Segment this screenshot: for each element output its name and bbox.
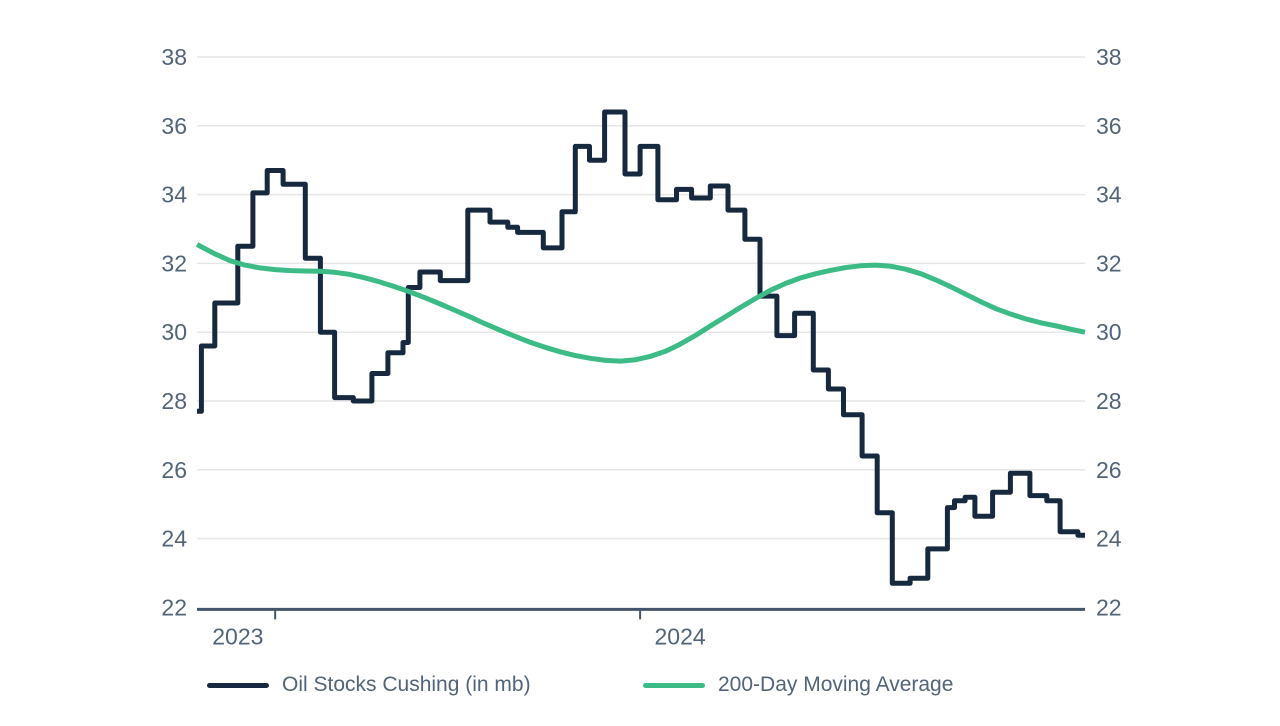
x-axis-tick-label: 2024 bbox=[654, 623, 705, 649]
legend-swatch-oil-stocks bbox=[207, 682, 269, 688]
y-axis-tick-label-left: 22 bbox=[161, 594, 187, 620]
legend-label-oil-stocks: Oil Stocks Cushing (in mb) bbox=[282, 673, 531, 696]
series-moving-average bbox=[195, 242, 1086, 364]
y-axis-tick-label-right: 28 bbox=[1096, 388, 1122, 414]
legend-label-moving-average: 200-Day Moving Average bbox=[718, 673, 954, 696]
y-axis-tick-label-right: 38 bbox=[1096, 44, 1122, 70]
y-axis-tick-label-right: 26 bbox=[1096, 457, 1122, 483]
y-axis-tick-label-right: 30 bbox=[1096, 319, 1122, 345]
legend-item-oil-stocks: Oil Stocks Cushing (in mb) bbox=[207, 672, 531, 698]
y-axis-tick-label-right: 34 bbox=[1096, 182, 1122, 208]
legend-swatch-moving-average bbox=[643, 682, 705, 688]
legend-item-moving-average: 200-Day Moving Average bbox=[643, 672, 953, 698]
y-axis-tick-label-right: 22 bbox=[1096, 594, 1122, 620]
y-axis-tick-label-left: 38 bbox=[161, 44, 187, 70]
y-axis-tick-label-left: 30 bbox=[161, 319, 187, 345]
y-axis-tick-label-left: 28 bbox=[161, 388, 187, 414]
series-oil-stocks bbox=[197, 109, 1085, 586]
y-axis-tick-label-right: 36 bbox=[1096, 113, 1122, 139]
y-axis-tick-label-left: 36 bbox=[161, 113, 187, 139]
y-axis-tick-label-left: 34 bbox=[161, 182, 187, 208]
y-axis-tick-label-left: 24 bbox=[161, 526, 187, 552]
y-axis-tick-label-right: 32 bbox=[1096, 250, 1122, 276]
y-axis-tick-label-right: 24 bbox=[1096, 526, 1122, 552]
y-axis-tick-label-left: 26 bbox=[161, 457, 187, 483]
x-axis-tick-label: 2023 bbox=[212, 623, 263, 649]
y-axis-tick-label-left: 32 bbox=[161, 250, 187, 276]
